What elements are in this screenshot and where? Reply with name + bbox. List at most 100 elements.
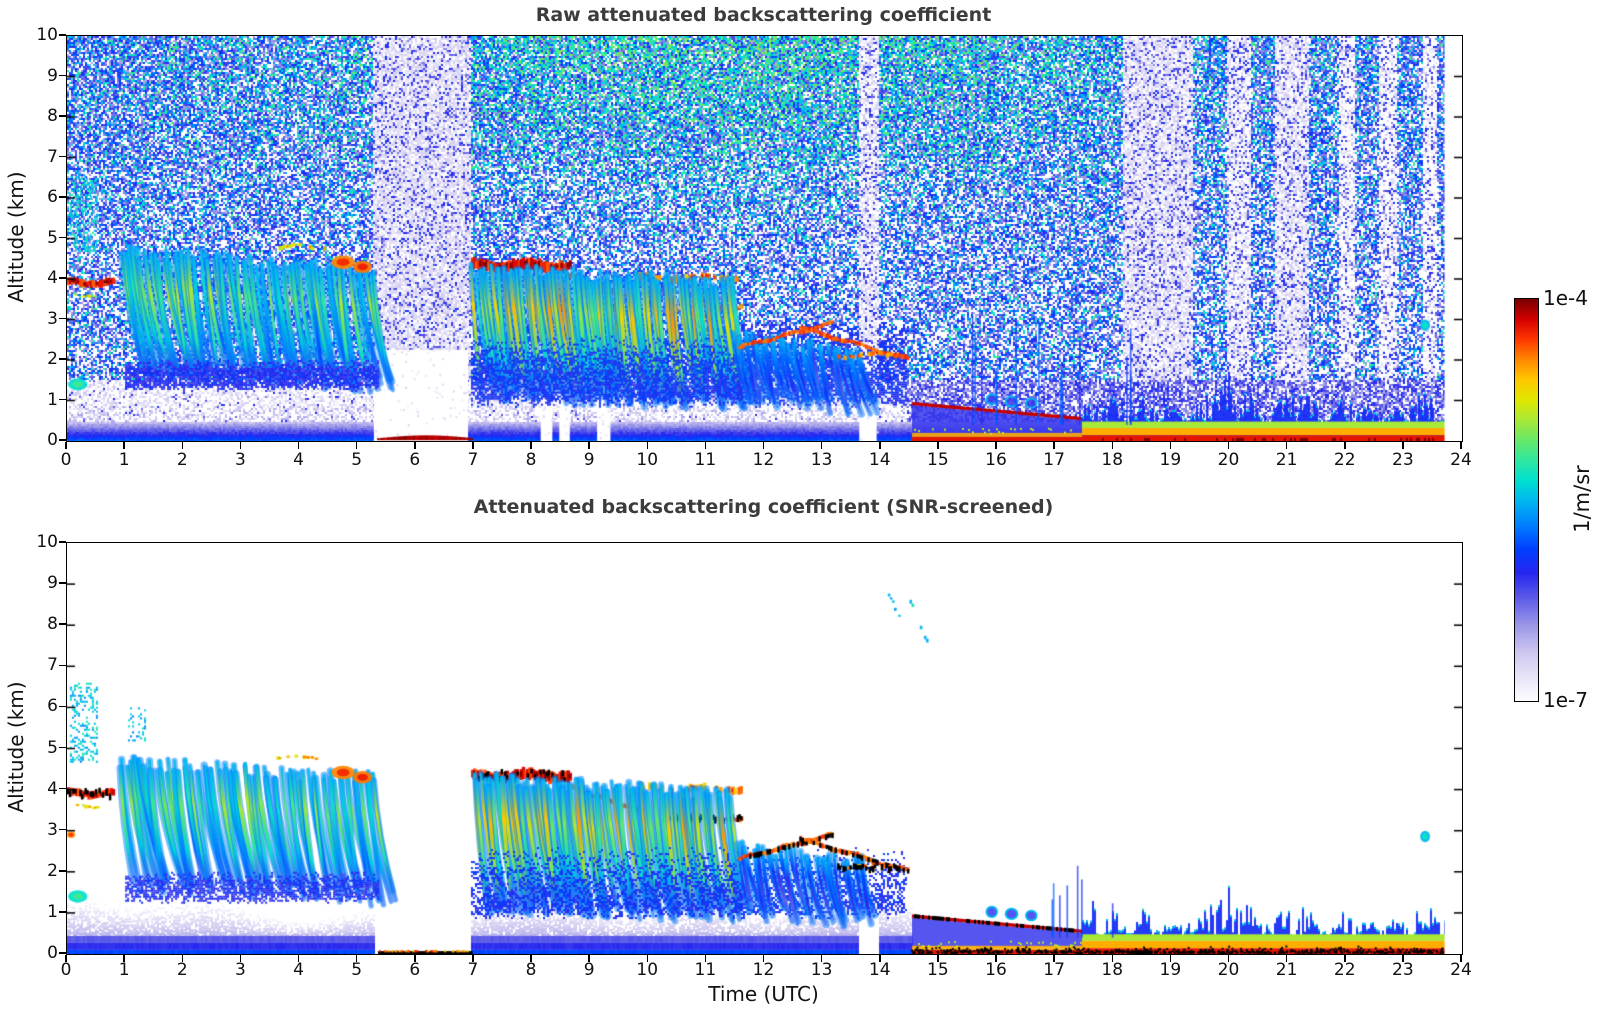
x-tick-mark — [1053, 442, 1055, 449]
y-tick-mark — [59, 236, 66, 239]
x-tick-mark — [820, 442, 823, 449]
y-tick-label: 6 — [47, 696, 58, 717]
x-tick-mark — [995, 442, 997, 449]
x-tick-mark — [1402, 955, 1404, 962]
y-tick-mark — [59, 74, 66, 77]
x-tick-label: 12 — [752, 960, 775, 980]
x-tick-mark — [355, 442, 358, 449]
x-tick-label: 23 — [1392, 450, 1414, 470]
raw-panel-title: Raw attenuated backscattering coefficien… — [535, 4, 992, 26]
x-tick-label: 15 — [927, 450, 949, 470]
y-tick-label: 10 — [36, 25, 58, 45]
y-tick-mark — [59, 828, 66, 831]
x-tick-label: 11 — [694, 960, 717, 980]
y-tick-label: 8 — [47, 106, 58, 126]
x-tick-mark — [1227, 442, 1230, 449]
x-tick-mark — [1227, 955, 1230, 962]
x-tick-mark — [646, 955, 648, 962]
x-tick-label: 5 — [351, 960, 363, 980]
x-tick-mark — [181, 442, 183, 449]
y-tick-mark — [59, 398, 66, 401]
screened-heatmap-canvas — [66, 542, 1463, 955]
x-tick-mark — [937, 442, 939, 449]
y-tick-mark — [59, 358, 66, 360]
colorbar-unit-label: 1/m/sr — [1570, 465, 1594, 533]
x-tick-label: 19 — [1159, 450, 1182, 470]
y-tick-mark — [59, 196, 66, 198]
x-tick-label: 8 — [525, 960, 537, 980]
x-tick-label: 20 — [1217, 960, 1240, 980]
x-tick-mark — [704, 955, 707, 962]
x-tick-mark — [762, 955, 765, 962]
x-tick-mark — [646, 442, 648, 449]
colorbar-max-label: 1e-4 — [1543, 286, 1588, 310]
y-tick-mark — [59, 746, 66, 749]
y-tick-label: 5 — [47, 227, 58, 248]
x-tick-mark — [472, 955, 474, 962]
x-tick-label: 17 — [1043, 450, 1065, 470]
x-tick-label: 0 — [60, 960, 72, 980]
x-tick-mark — [1460, 442, 1462, 449]
x-tick-label: 18 — [1101, 960, 1124, 980]
x-tick-label: 22 — [1333, 960, 1356, 980]
x-tick-label: 9 — [583, 960, 595, 980]
y-tick-mark — [59, 664, 66, 667]
x-tick-mark — [1169, 955, 1172, 962]
x-tick-mark — [1169, 442, 1172, 449]
y-tick-mark — [59, 155, 66, 158]
y-tick-label: 1 — [47, 389, 58, 410]
colorbar-min-label: 1e-7 — [1543, 688, 1588, 712]
y-tick-label: 9 — [47, 573, 58, 594]
y-tick-mark — [59, 317, 66, 320]
x-tick-mark — [239, 442, 242, 449]
x-tick-mark — [530, 442, 532, 449]
x-tick-label: 2 — [176, 960, 188, 980]
x-tick-label: 10 — [636, 960, 659, 980]
x-tick-label: 12 — [752, 450, 775, 470]
x-tick-label: 4 — [293, 450, 304, 470]
colorbar — [1514, 298, 1539, 702]
y-tick-mark — [59, 582, 66, 584]
x-tick-label: 22 — [1333, 450, 1356, 470]
raw-heatmap-canvas — [66, 35, 1463, 442]
x-tick-label: 7 — [467, 960, 479, 980]
y-tick-label: 4 — [47, 268, 58, 288]
x-tick-mark — [1344, 955, 1346, 962]
x-tick-label: 11 — [694, 450, 717, 470]
y-tick-label: 10 — [36, 532, 58, 552]
x-tick-mark — [65, 955, 67, 962]
x-tick-mark — [588, 442, 590, 449]
x-tick-label: 9 — [583, 450, 595, 470]
x-tick-label: 6 — [409, 450, 421, 470]
screened-panel-title: Attenuated backscattering coefficient (S… — [473, 496, 1054, 518]
x-tick-label: 0 — [60, 450, 72, 470]
x-tick-mark — [181, 955, 183, 962]
x-tick-label: 14 — [868, 960, 891, 980]
x-tick-label: 10 — [636, 450, 659, 470]
x-tick-mark — [879, 955, 881, 962]
x-tick-label: 13 — [810, 960, 833, 980]
y-tick-mark — [59, 870, 66, 872]
x-tick-mark — [530, 955, 532, 962]
x-tick-mark — [879, 442, 881, 449]
x-tick-label: 13 — [810, 450, 833, 470]
y-tick-mark — [59, 541, 66, 543]
x-tick-label: 1 — [118, 450, 130, 470]
y-tick-label: 6 — [47, 187, 58, 207]
y-tick-mark — [59, 952, 66, 954]
x-tick-label: 17 — [1043, 960, 1065, 980]
x-tick-label: 24 — [1450, 960, 1472, 980]
x-tick-mark — [472, 442, 474, 449]
x-tick-mark — [123, 442, 125, 449]
x-tick-mark — [65, 442, 67, 449]
x-tick-mark — [1111, 442, 1113, 449]
x-tick-mark — [1285, 955, 1288, 962]
x-axis-label: Time (UTC) — [708, 982, 819, 1006]
y-tick-mark — [59, 705, 66, 708]
y-tick-label: 0 — [47, 430, 58, 450]
y-tick-label: 7 — [47, 146, 58, 167]
x-tick-mark — [414, 955, 416, 962]
x-tick-mark — [297, 955, 300, 962]
x-tick-label: 24 — [1450, 450, 1472, 470]
